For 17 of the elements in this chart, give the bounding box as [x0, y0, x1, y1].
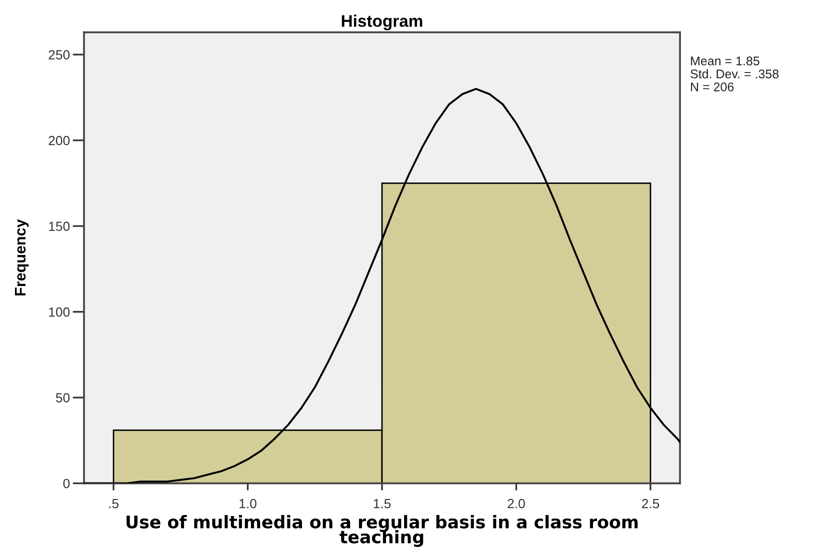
chart-title: Histogram [342, 14, 422, 30]
x-tick-label: 2.0 [508, 498, 525, 508]
y-tick-label: 100 [49, 307, 70, 317]
text: Mean = 1.85 [691, 56, 760, 66]
x-tick-label: 1.5 [374, 499, 391, 508]
x-tick-label: .5 [109, 499, 118, 508]
x-tick-label: 1.0 [240, 498, 256, 508]
y-axis-title: Frequency [14, 219, 29, 296]
y-tick-label: 0 [63, 478, 70, 488]
y-tick-label: 50 [56, 393, 70, 402]
text: N = 206 [691, 82, 734, 92]
y-tick-label: 150 [49, 222, 70, 231]
y-tick-label: 200 [48, 136, 70, 146]
text: Std. Dev. = .358 [690, 69, 779, 78]
x-axis-title: Use of multimedia on a regular basis in a class room teaching [126, 515, 638, 547]
y-tick-label: 250 [48, 50, 70, 60]
x-tick-label: 2.5 [642, 498, 660, 508]
